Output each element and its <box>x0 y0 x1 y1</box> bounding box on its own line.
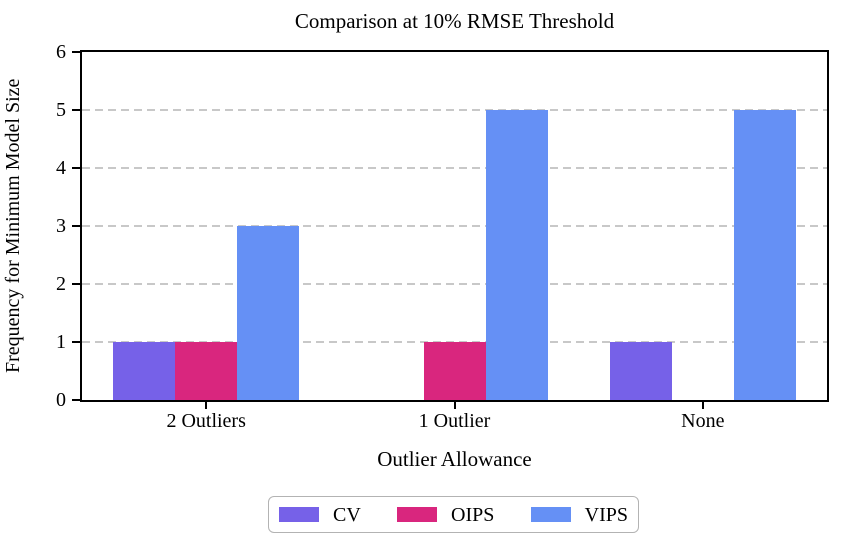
bar-vips-2-outliers <box>237 226 300 400</box>
chart-title: Comparison at 10% RMSE Threshold <box>294 9 615 33</box>
y-tick-5 <box>72 109 80 111</box>
bar-cv-none <box>609 342 672 400</box>
bar-oips-2-outliers <box>175 342 238 400</box>
x-tick-none <box>701 400 704 409</box>
y-tick-0 <box>72 399 80 401</box>
y-tick-label-0: 0 <box>56 389 66 411</box>
y-tick-label-1: 1 <box>56 331 66 353</box>
x-tick-2-outliers <box>205 400 208 409</box>
x-tick-label-1-outlier: 1 Outlier <box>418 410 491 432</box>
legend-swatch-vips <box>530 507 571 522</box>
x-axis-label: Outlier Allowance <box>377 447 532 471</box>
y-axis-label: Frequency for Minimum Model Size <box>2 78 24 374</box>
y-tick-label-2: 2 <box>56 273 66 295</box>
legend-label-cv: CV <box>333 503 361 526</box>
y-tick-3 <box>72 225 80 227</box>
y-tick-label-5: 5 <box>56 99 66 121</box>
x-tick-1-outlier <box>453 400 456 409</box>
bar-oips-1-outlier <box>423 342 486 400</box>
bar-vips-1-outlier <box>485 110 548 400</box>
y-tick-label-6: 6 <box>56 41 66 63</box>
gridline-y-4 <box>82 167 827 169</box>
y-tick-1 <box>72 341 80 343</box>
legend: CV OIPS VIPS <box>268 496 639 533</box>
x-tick-label-none: None <box>681 410 725 432</box>
legend-label-oips: OIPS <box>451 503 495 526</box>
gridline-y-3 <box>82 225 827 227</box>
plot-area: 0 1 2 3 4 5 6 2 Outliers 1 Outlier None <box>56 41 829 432</box>
y-tick-6 <box>72 51 80 53</box>
legend-item-cv: CV <box>279 505 361 525</box>
legend-swatch-oips <box>397 507 438 522</box>
y-tick-4 <box>72 167 80 169</box>
y-tick-label-4: 4 <box>56 157 66 179</box>
legend-swatch-cv <box>279 507 319 522</box>
y-tick-2 <box>72 283 80 285</box>
bar-vips-none <box>733 110 796 400</box>
legend-item-oips: OIPS <box>397 505 494 525</box>
legend-item-vips: VIPS <box>530 503 628 526</box>
legend-label-vips: VIPS <box>584 503 628 526</box>
bar-cv-2-outliers <box>113 342 176 400</box>
gridline-y-5 <box>82 109 827 111</box>
gridline-y-2 <box>82 283 827 285</box>
y-tick-label-3: 3 <box>56 215 66 237</box>
x-tick-label-2-outliers: 2 Outliers <box>166 410 246 432</box>
